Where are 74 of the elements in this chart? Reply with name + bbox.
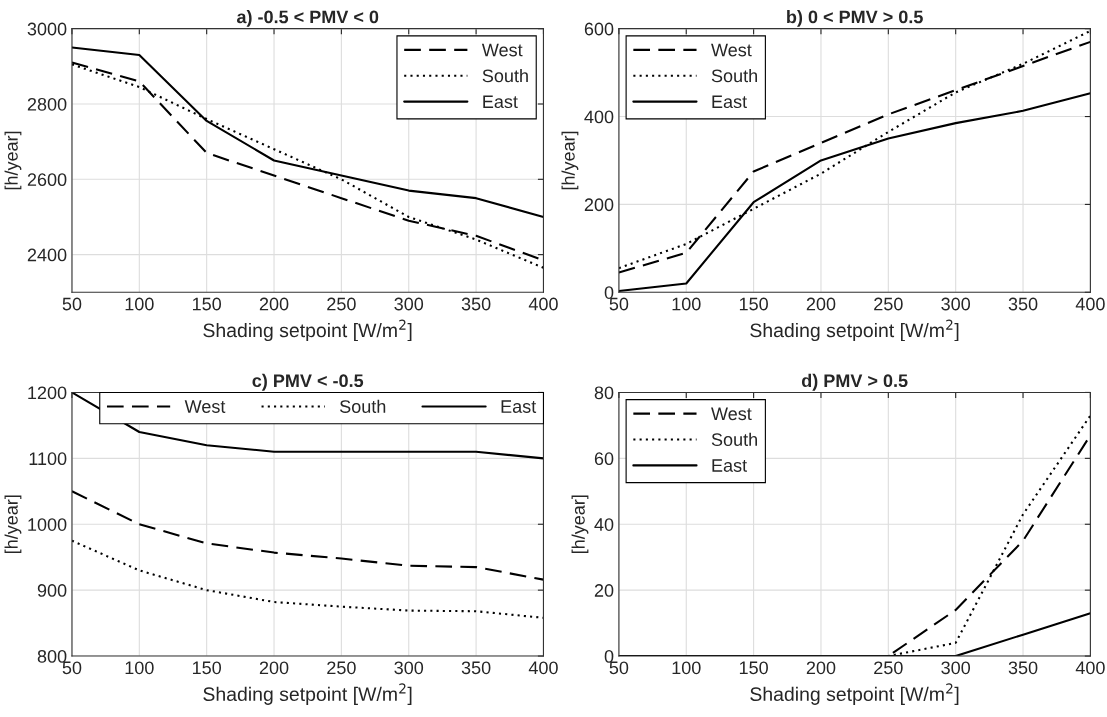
x-tick-label: 100 [125,661,154,675]
y-axis-title: [h/year] [4,495,22,554]
chart-title: b) 0 < PMV > 0.5 [787,10,923,27]
x-tick-label: 50 [609,297,629,311]
y-tick-label: 1100 [29,452,67,466]
x-tick-label: 200 [806,661,836,675]
x-tick-label: 250 [327,297,356,311]
x-tick-label: 200 [259,297,289,311]
legend-label: East [483,95,518,109]
y-axis-title: [h/year] [561,131,579,190]
chart-title: d) PMV > 0.5 [801,373,908,391]
y-tick-label: 1200 [28,386,67,400]
y-tick-label: 200 [584,198,614,212]
x-tick-label: 150 [739,661,768,675]
x-tick-label: 100 [672,297,701,311]
y-tick-label: 800 [37,649,67,663]
chart-title: a) -0.5 < PMV < 0 [236,10,379,27]
x-tick-label: 200 [259,661,289,675]
x-tick-label: 400 [1075,297,1105,311]
x-tick-label: 350 [1008,661,1038,675]
x-tick-label: 400 [528,661,558,675]
y-tick-label: 20 [594,584,614,597]
y-tick-label: 2800 [27,97,67,111]
y-axis-title: [h/year] [571,495,589,554]
legend-label: West [711,407,752,421]
x-tick-label: 50 [609,661,629,675]
legend-label: East [712,95,747,109]
y-tick-label: 0 [604,286,614,299]
y-tick-label: 900 [37,584,67,597]
y-axis-title: [h/year] [4,131,22,190]
legend-label: West [184,400,226,413]
legend-label: South [711,68,757,83]
legend-label: East [501,400,537,413]
legend-label: South [339,399,386,413]
legend-label: East [712,459,747,472]
x-tick-label: 250 [327,661,356,675]
x-tick-label: 350 [1008,297,1038,311]
x-tick-label: 50 [62,297,82,311]
y-tick-label: 0 [604,649,614,663]
x-tick-label: 50 [62,661,82,675]
y-tick-label: 2400 [27,248,67,262]
y-tick-label: 80 [594,386,614,400]
x-axis-title: Shading setpoint [W/m$^{2}$] [750,319,959,342]
x-tick-label: 300 [941,661,971,675]
x-tick-label: 100 [672,661,701,675]
x-tick-label: 300 [394,661,424,675]
x-tick-label: 300 [941,297,971,311]
x-axis-title: Shading setpoint [W/m$^{2}$] [203,319,412,342]
y-tick-label: 2600 [27,173,67,187]
legend-label: South [482,68,528,83]
x-tick-label: 350 [461,661,491,675]
x-tick-label: 150 [192,297,222,311]
y-tick-label: 400 [584,110,614,124]
x-tick-label: 100 [125,297,154,311]
chart-title: c) PMV < -0.5 [252,373,364,391]
x-axis-title: Shading setpoint [W/m$^{2}$] [750,683,959,705]
x-tick-label: 300 [394,297,424,311]
x-tick-label: 250 [874,297,903,311]
x-tick-label: 350 [461,297,491,311]
y-tick-label: 3000 [27,22,67,36]
legend-label: West [481,43,523,57]
x-tick-label: 200 [806,297,836,311]
legend-label: South [711,432,757,447]
x-tick-label: 150 [739,297,768,311]
y-tick-label: 1000 [28,518,67,531]
x-tick-label: 150 [192,661,222,675]
y-tick-label: 60 [594,452,614,466]
y-tick-label: 40 [594,518,614,531]
x-axis-title: Shading setpoint [W/m$^{2}$] [203,683,412,705]
x-tick-label: 400 [1075,661,1105,675]
x-tick-label: 400 [528,297,558,311]
x-tick-label: 250 [874,661,903,675]
legend-label: West [711,43,752,57]
y-tick-label: 600 [584,22,614,36]
